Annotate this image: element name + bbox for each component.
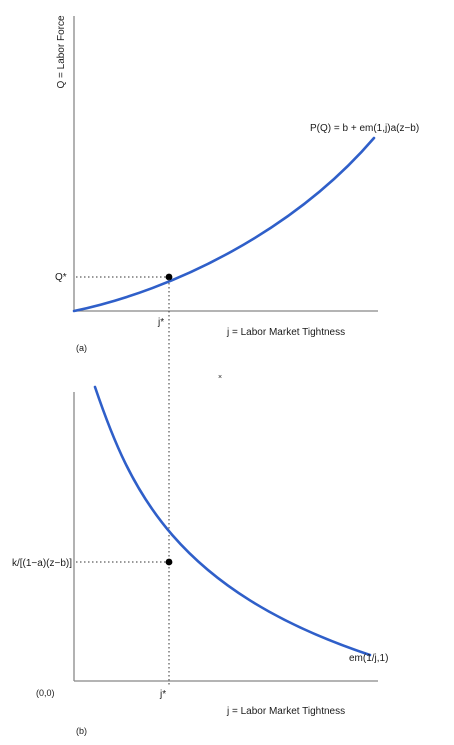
panel-a-curve-p-of-q — [72, 136, 376, 313]
panel-b-equilibrium-point — [165, 558, 173, 566]
panel-b-label: (b) — [76, 726, 87, 736]
panel-a-y-axis-label: Q = Labor Force — [56, 15, 67, 89]
panel-b-j-star-label: j* — [159, 689, 166, 700]
panel-b-x-axis-label: j = Labor Market Tightness — [226, 706, 345, 717]
panel-a-j-star-label: j* — [157, 317, 164, 328]
panel-b-level-label: k/[(1−a)(z−b)] — [12, 558, 72, 569]
panel-a-equilibrium-point — [165, 273, 173, 281]
panel-a-q-star-label: Q* — [55, 272, 67, 283]
panel-b: k/[(1−a)(z−b)] em(1/j,1) (0,0) j* j = La… — [12, 385, 388, 736]
panel-a-curve-label: P(Q) = b + em(1,j)a(z−b) — [310, 123, 419, 134]
panel-b-curve-em — [93, 385, 372, 657]
panel-a-label: (a) — [76, 343, 87, 353]
panel-b-curve-label: em(1/j,1) — [349, 653, 388, 664]
panel-b-origin-label: (0,0) — [36, 688, 55, 698]
stray-mark: × — [218, 374, 222, 381]
panel-a: Q = Labor Force Q* j* P(Q) = b + em(1,j)… — [55, 15, 419, 353]
panel-a-x-axis-label: j = Labor Market Tightness — [226, 327, 345, 338]
